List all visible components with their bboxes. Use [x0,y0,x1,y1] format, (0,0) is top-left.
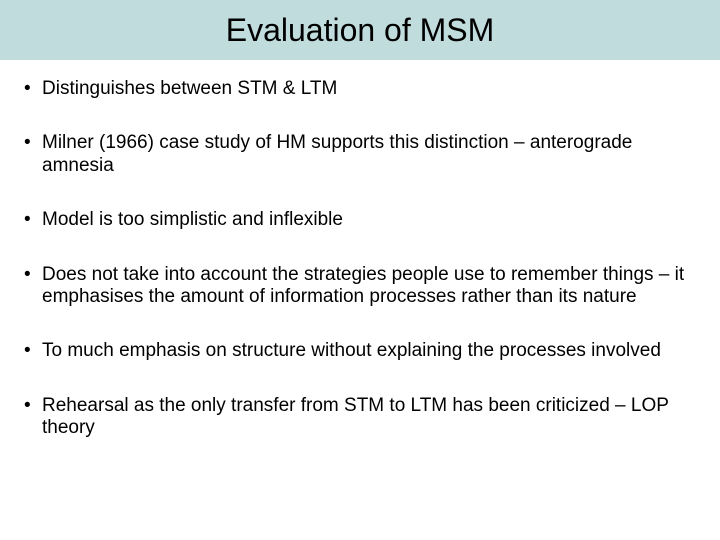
list-item: Milner (1966) case study of HM supports … [22,132,698,177]
list-item: To much emphasis on structure without ex… [22,340,698,362]
list-item: Rehearsal as the only transfer from STM … [22,395,698,440]
list-item: Does not take into account the strategie… [22,264,698,309]
title-band: Evaluation of MSM [0,0,720,60]
list-item: Distinguishes between STM & LTM [22,78,698,100]
bullet-list: Distinguishes between STM & LTM Milner (… [22,78,698,440]
slide-title: Evaluation of MSM [226,12,495,49]
list-item: Model is too simplistic and inflexible [22,209,698,231]
slide-content: Distinguishes between STM & LTM Milner (… [0,60,720,440]
